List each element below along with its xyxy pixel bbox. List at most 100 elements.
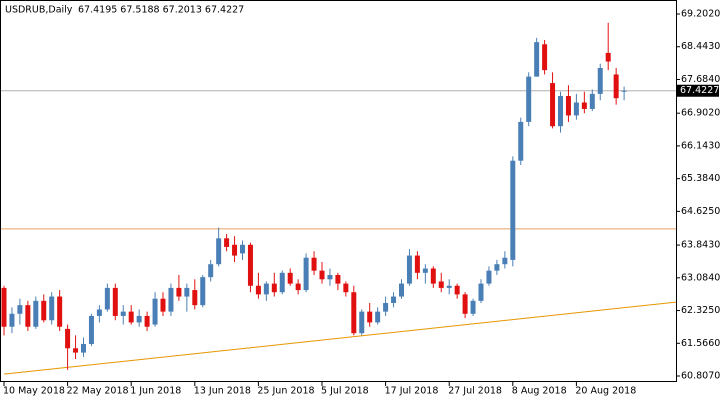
- candle-body: [494, 264, 500, 271]
- y-tick-label: 65.3840: [681, 173, 720, 184]
- y-tick-label: 63.0840: [681, 272, 720, 283]
- candle-body: [478, 283, 484, 301]
- candle-body: [224, 238, 230, 247]
- candle-body: [399, 283, 404, 297]
- y-tick-label: 64.6250: [681, 206, 720, 217]
- candle-body: [565, 96, 571, 116]
- candle-body: [216, 238, 222, 265]
- candle-body: [359, 311, 365, 334]
- candle-body: [208, 264, 214, 278]
- last-price-label: 67.4227: [680, 85, 719, 96]
- candle-body: [430, 268, 436, 284]
- y-tick-label: 67.6840: [681, 74, 720, 85]
- candle-body: [41, 300, 47, 321]
- candle-body: [295, 283, 301, 291]
- candle-body: [343, 283, 349, 293]
- candle-body: [383, 303, 389, 312]
- x-tick-label: 25 Jun 2018: [257, 386, 314, 397]
- x-tick-label: 22 May 2018: [67, 386, 129, 397]
- candle-body: [391, 296, 397, 304]
- candle-body: [327, 274, 333, 280]
- x-tick-label: 27 Jul 2018: [448, 386, 502, 397]
- candle-body: [446, 285, 452, 288]
- candle-body: [613, 74, 619, 99]
- candle-body: [81, 343, 86, 353]
- candle-body: [438, 281, 444, 288]
- candle-body: [303, 257, 309, 291]
- y-tick-label: 60.8070: [681, 371, 720, 382]
- candle-body: [144, 315, 150, 327]
- candle-body: [406, 255, 412, 284]
- candle-body: [152, 298, 158, 325]
- candle-body: [271, 283, 277, 293]
- y-tick-label: 66.9020: [681, 108, 720, 119]
- candle-body: [192, 290, 198, 306]
- candle-body: [581, 102, 587, 109]
- candle-body: [112, 287, 118, 316]
- x-tick-label: 13 Jun 2018: [194, 386, 251, 397]
- candle-body: [558, 96, 563, 127]
- candle-body: [184, 287, 190, 297]
- y-tick-label: 68.4430: [681, 41, 720, 52]
- candle-body: [255, 285, 261, 295]
- x-tick-label: 1 Jun 2018: [130, 386, 181, 397]
- candle-body: [573, 102, 579, 116]
- candle-body: [454, 285, 460, 295]
- candle-body: [502, 257, 508, 265]
- candle-body: [65, 328, 71, 349]
- candle-body: [279, 272, 285, 293]
- candle-body: [88, 315, 94, 344]
- ohlc-readout: 67.4195 67.5188 67.2013 67.4227: [78, 5, 244, 16]
- candle-body: [96, 309, 102, 316]
- chart-title: USDRUB,Daily: [5, 5, 73, 16]
- candle-body: [534, 42, 540, 77]
- plot-frame: [0, 0, 677, 382]
- candle-body: [462, 294, 468, 314]
- candle-body: [25, 305, 31, 327]
- candle-body: [73, 348, 79, 353]
- candle-body: [104, 287, 110, 310]
- y-tick-label: 61.5660: [681, 338, 720, 349]
- candle-body: [160, 298, 166, 312]
- candle-body: [232, 244, 238, 256]
- candle-body: [136, 315, 142, 323]
- candle-body: [128, 311, 134, 323]
- candle-body: [589, 93, 595, 109]
- candle-body: [367, 311, 373, 323]
- trendline: [3, 301, 677, 375]
- y-tick-label: 66.1430: [681, 140, 720, 151]
- candle-body: [57, 296, 63, 327]
- x-tick-label: 10 May 2018: [3, 386, 65, 397]
- candle-body: [335, 274, 341, 284]
- candle-body: [414, 255, 420, 273]
- last-price-tag: [677, 84, 719, 97]
- candle-body: [247, 244, 253, 286]
- candle-body: [9, 313, 15, 327]
- candle-body: [240, 244, 245, 254]
- candle-body: [375, 311, 381, 323]
- x-tick-label: 17 Jul 2018: [385, 386, 439, 397]
- candle-body: [1, 287, 7, 327]
- candle-body: [510, 160, 516, 260]
- candle-body: [542, 44, 548, 71]
- x-tick-label: 8 Aug 2018: [512, 386, 567, 397]
- candle-body: [597, 68, 603, 94]
- candle-body: [263, 283, 269, 295]
- candle-body: [168, 287, 174, 312]
- x-tick-label: 20 Aug 2018: [575, 386, 636, 397]
- candle-body: [470, 300, 476, 314]
- candle-body: [17, 305, 23, 314]
- candle-body: [526, 76, 532, 122]
- candle-body: [518, 121, 524, 161]
- candle-body: [311, 257, 317, 271]
- candle-body: [120, 311, 126, 316]
- y-tick-label: 63.8430: [681, 240, 720, 251]
- y-tick-label: 62.3250: [681, 305, 720, 316]
- candle-body: [319, 270, 325, 280]
- candle-body: [49, 296, 55, 321]
- candle-body: [200, 277, 206, 306]
- candle-body: [422, 268, 428, 273]
- candle-body: [550, 83, 556, 127]
- candle-body: [287, 272, 293, 284]
